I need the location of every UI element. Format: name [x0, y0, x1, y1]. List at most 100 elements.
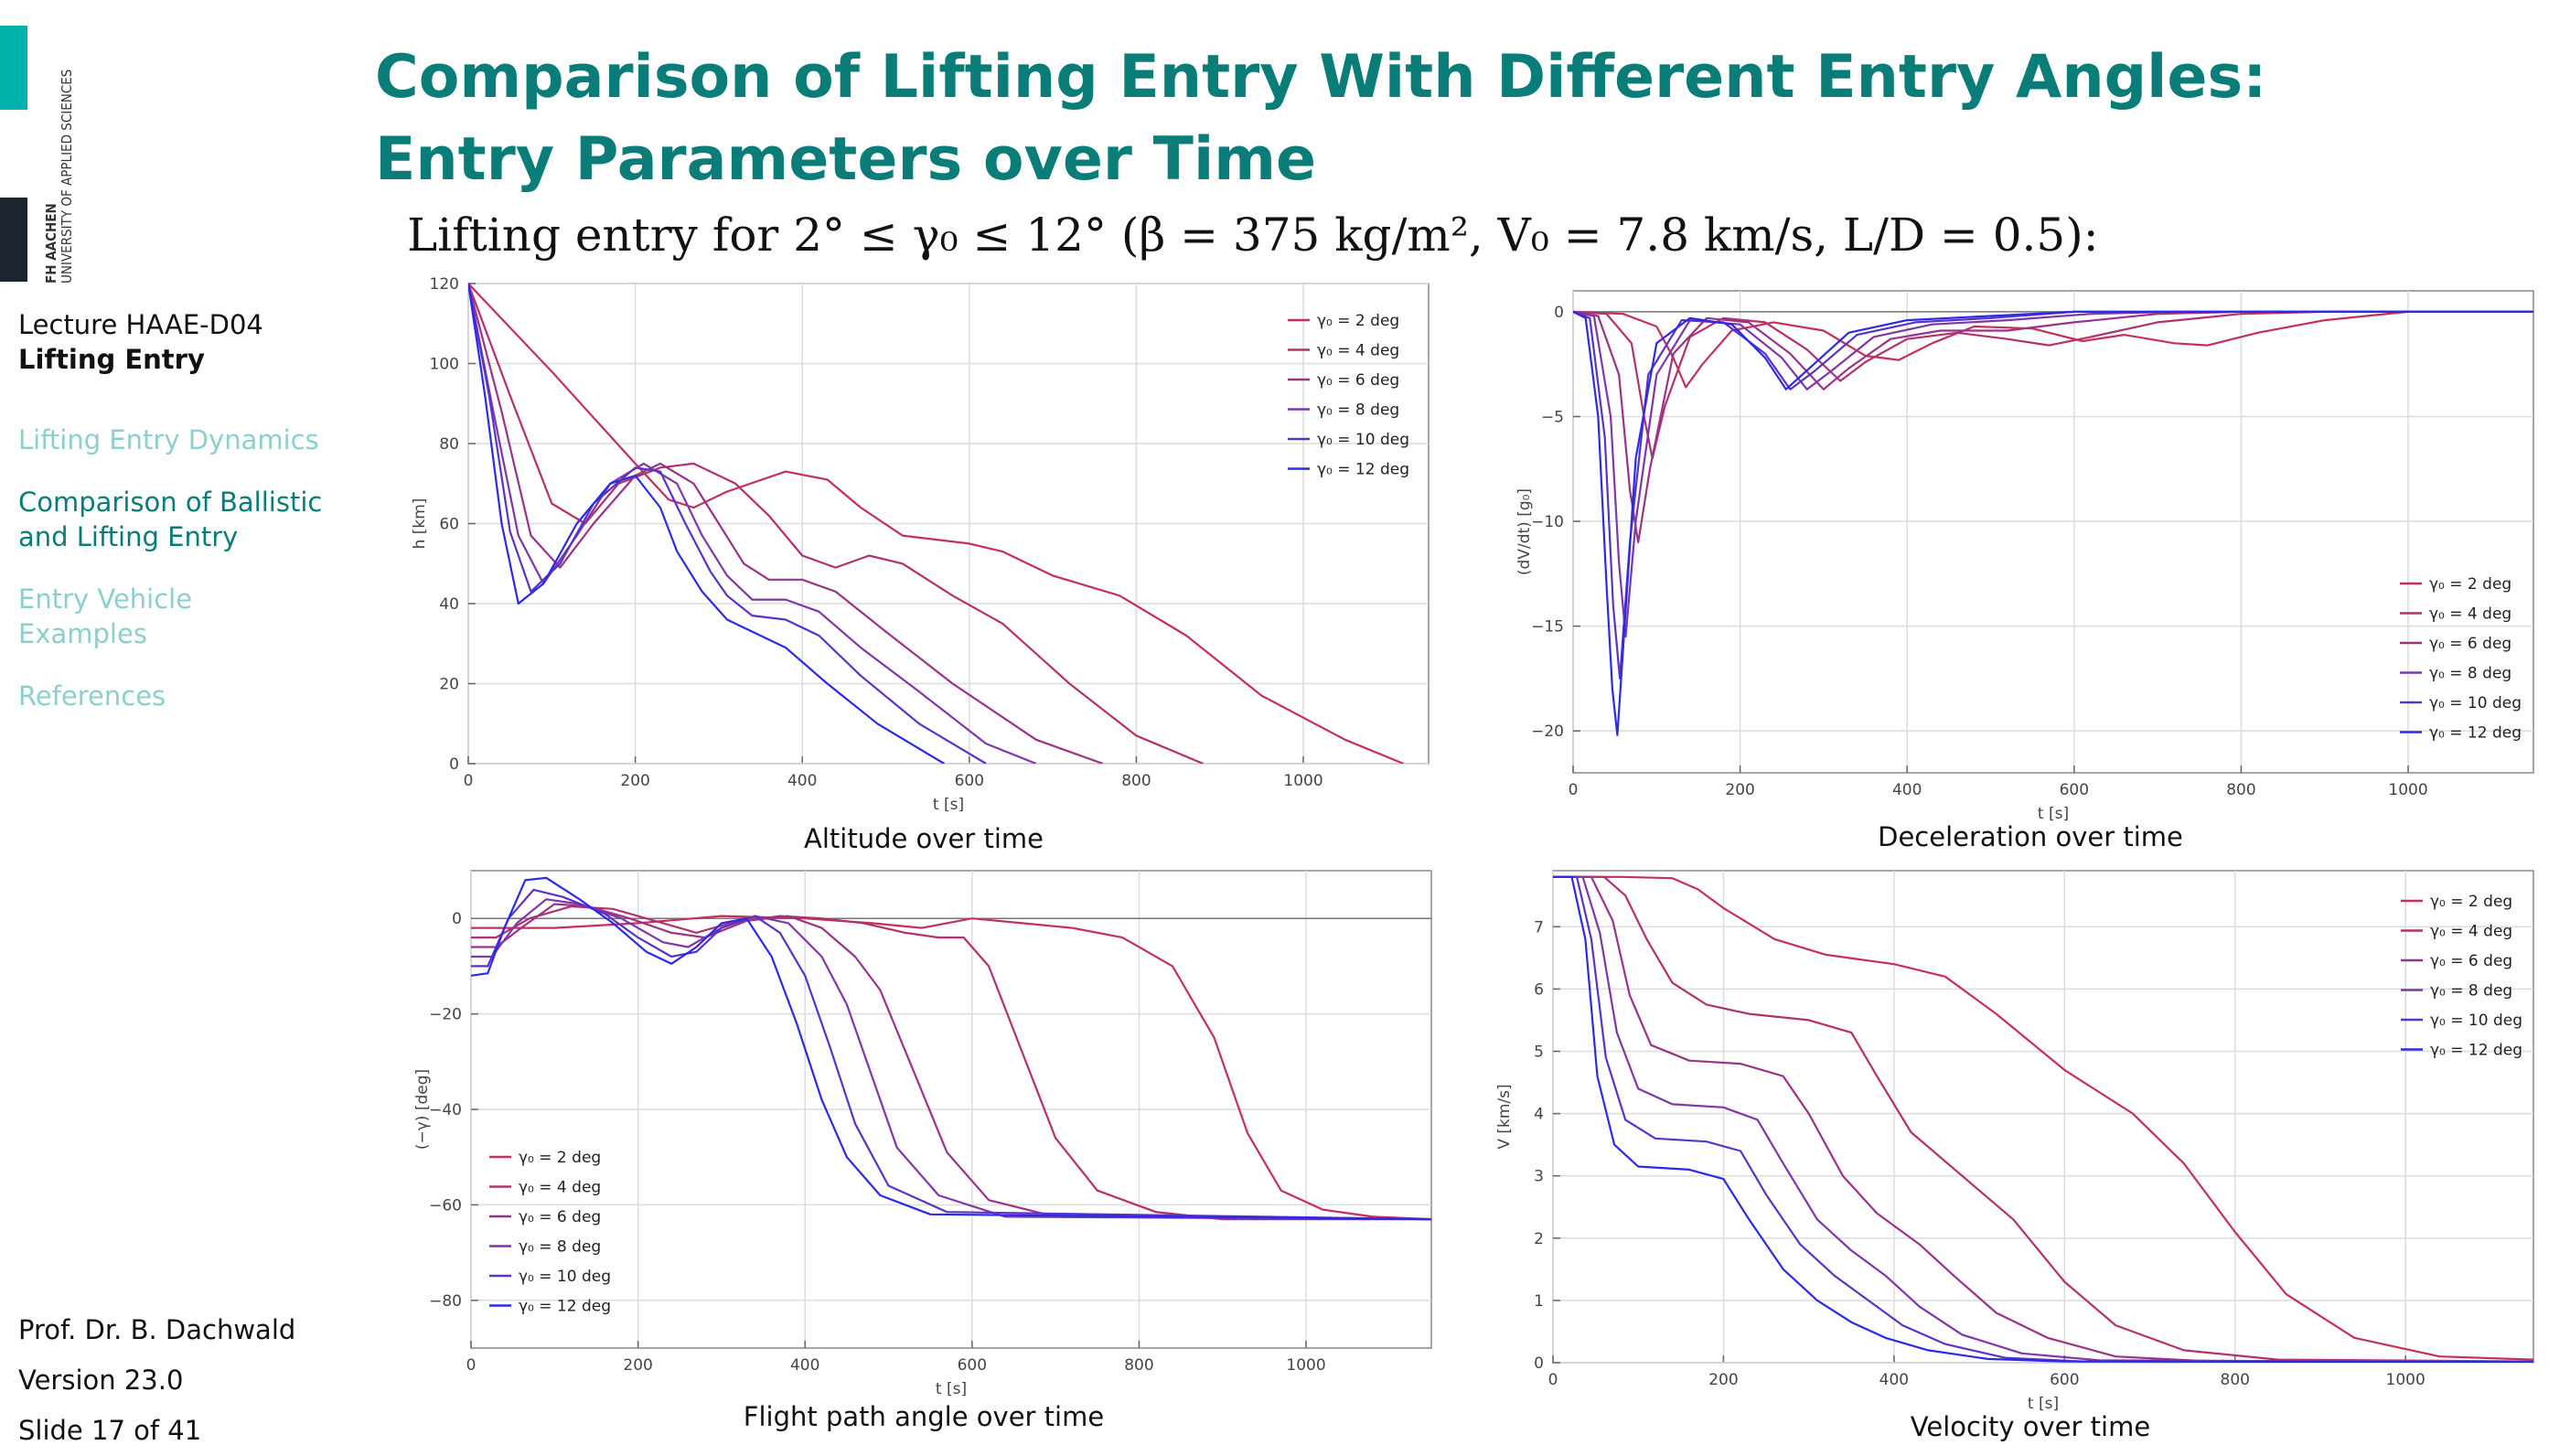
series-line-1: [1553, 875, 2533, 1363]
legend-label: γ₀ = 12 deg: [2429, 724, 2522, 743]
logo-dark-bar: [0, 198, 27, 282]
series-line-4: [468, 284, 987, 764]
x-axis-label: t [s]: [2028, 1395, 2059, 1413]
y-tick-label: 80: [439, 435, 459, 454]
series-line-3: [1553, 875, 2533, 1363]
x-axis-label: t [s]: [2038, 805, 2069, 823]
x-tick-label: 1000: [2388, 781, 2427, 799]
velocity-caption: Velocity over time: [1910, 1411, 2151, 1442]
x-tick-label: 1000: [1283, 772, 1322, 790]
legend-label: γ₀ = 10 deg: [2430, 1012, 2522, 1030]
y-tick-label: 60: [439, 516, 459, 534]
plot-frame: [1572, 290, 2534, 774]
y-axis-label: (dV/dt) [g₀]: [1515, 488, 1534, 575]
y-tick-label: −40: [429, 1101, 462, 1119]
logo-line-1: FH AACHEN: [43, 203, 59, 284]
deceleration-chart: 0 200 400 600 800 1000 0 −5 −10 −15 −20 t [s] (dV/dt…: [1500, 284, 2543, 860]
legend-label: γ₀ = 8 deg: [2429, 665, 2511, 683]
altitude-caption: Altitude over time: [804, 823, 1044, 854]
series-line-1: [471, 905, 1431, 1221]
series-group: [1573, 310, 2533, 736]
y-tick-label: 7: [1534, 918, 1544, 937]
x-tick-label: 200: [1708, 1371, 1738, 1389]
x-tick-label: 200: [623, 1356, 652, 1375]
y-tick-label: −20: [1531, 723, 1564, 741]
x-axis-label: t [s]: [933, 796, 964, 814]
x-tick-label: 400: [787, 772, 817, 790]
sidebar-item-2[interactable]: Entry Vehicle Examples: [18, 583, 193, 649]
author: Prof. Dr. B. Dachwald: [18, 1314, 296, 1345]
x-tick-label: 1000: [2386, 1371, 2425, 1389]
altitude-chart: 0 200 400 600 800 1000 0 20 40 60 80 100 120 t [s] h […: [402, 275, 1436, 860]
y-tick-label: −5: [1541, 408, 1564, 426]
chart-svg-0: 0 200 400 600 800 1000 0 20 40 60 80 100 120 t [s] h […: [411, 275, 1430, 814]
x-tick-label: 0: [1569, 781, 1579, 799]
slide-number: Slide 17 of 41: [18, 1415, 202, 1446]
logo-line-2: UNIVERSITY OF APPLIED SCIENCES: [59, 69, 75, 284]
series-line-0: [471, 915, 1431, 1221]
series-line-0: [1553, 875, 2533, 1361]
flight-path-angle-caption: Flight path angle over time: [743, 1401, 1105, 1432]
legend-label: γ₀ = 8 deg: [1317, 401, 1399, 420]
y-tick-label: 0: [452, 910, 462, 928]
y-tick-label: −20: [429, 1006, 462, 1024]
slide-footer: Prof. Dr. B. Dachwald Version 23.0 Slide…: [18, 1305, 295, 1456]
x-tick-label: 600: [2060, 781, 2089, 799]
series-line-1: [1573, 310, 2533, 460]
series-group: [468, 284, 1405, 764]
legend-label: γ₀ = 4 deg: [2429, 605, 2511, 624]
legend-label: γ₀ = 2 deg: [1317, 312, 1399, 330]
slide-title-line-2: Entry Parameters over Time: [375, 125, 1317, 194]
sidebar-item-0[interactable]: Lifting Entry Dynamics: [18, 424, 319, 455]
legend-label: γ₀ = 6 deg: [519, 1208, 601, 1226]
series-line-3: [1573, 310, 2533, 638]
series-line-2: [1573, 310, 2533, 544]
legend-label: γ₀ = 6 deg: [2430, 952, 2512, 970]
x-tick-label: 800: [1124, 1356, 1153, 1375]
legend-label: γ₀ = 8 deg: [2430, 982, 2512, 1001]
slide-subtitle: Lifting entry for 2° ≤ γ₀ ≤ 12° (β = 375…: [407, 209, 2099, 262]
y-tick-label: 120: [430, 275, 459, 294]
series-line-2: [1553, 875, 2533, 1363]
y-tick-label: 3: [1534, 1168, 1544, 1186]
legend-label: γ₀ = 6 deg: [1317, 371, 1399, 390]
x-tick-label: 800: [2221, 1371, 2250, 1389]
y-tick-label: 4: [1534, 1106, 1544, 1124]
legend-label: γ₀ = 12 deg: [519, 1298, 611, 1316]
sidebar-item-3[interactable]: References: [18, 680, 166, 712]
x-tick-label: 400: [1879, 1371, 1909, 1389]
y-axis-label: V [km/s]: [1495, 1084, 1514, 1149]
y-axis-label: (−γ) [deg]: [413, 1069, 432, 1150]
series-line-4: [471, 888, 1431, 1221]
legend-label: γ₀ = 2 deg: [2430, 893, 2512, 911]
legend-label: γ₀ = 4 deg: [1317, 342, 1399, 360]
legend-label: γ₀ = 12 deg: [2430, 1042, 2522, 1060]
x-tick-label: 0: [1548, 1371, 1558, 1389]
x-tick-label: 800: [2226, 781, 2255, 799]
x-tick-label: 800: [1121, 772, 1151, 790]
velocity-chart: 0 200 400 600 800 1000 0 1 2 3 4 5 6 7 t [s] V [km/s] γ₀…: [1495, 860, 2543, 1413]
legend-label: γ₀ = 2 deg: [519, 1149, 601, 1167]
x-tick-label: 600: [958, 1356, 987, 1375]
y-tick-label: −15: [1531, 618, 1564, 637]
y-tick-label: 100: [430, 356, 459, 374]
x-tick-label: 600: [2050, 1371, 2079, 1389]
legend-label: γ₀ = 10 deg: [519, 1268, 611, 1286]
x-tick-label: 200: [620, 772, 649, 790]
x-tick-label: 400: [1892, 781, 1922, 799]
y-tick-label: 40: [439, 595, 459, 614]
x-tick-label: 0: [464, 772, 474, 790]
lecture-topic: Lifting Entry: [18, 344, 205, 375]
series-line-5: [1573, 310, 2533, 736]
x-tick-label: 0: [466, 1356, 477, 1375]
sidebar-item-1[interactable]: Comparison of Ballistic and Lifting Entr…: [18, 487, 323, 552]
y-tick-label: 0: [1534, 1354, 1544, 1373]
version: Version 23.0: [18, 1365, 184, 1396]
deceleration-caption: Deceleration over time: [1878, 821, 2183, 852]
series-line-4: [1553, 875, 2533, 1363]
lecture-code: Lecture HAAE-D04: [18, 309, 263, 340]
y-tick-label: −60: [429, 1196, 462, 1215]
series-group: [1553, 875, 2533, 1363]
logo-accent-bar: [0, 26, 27, 110]
y-tick-label: 2: [1534, 1230, 1544, 1248]
